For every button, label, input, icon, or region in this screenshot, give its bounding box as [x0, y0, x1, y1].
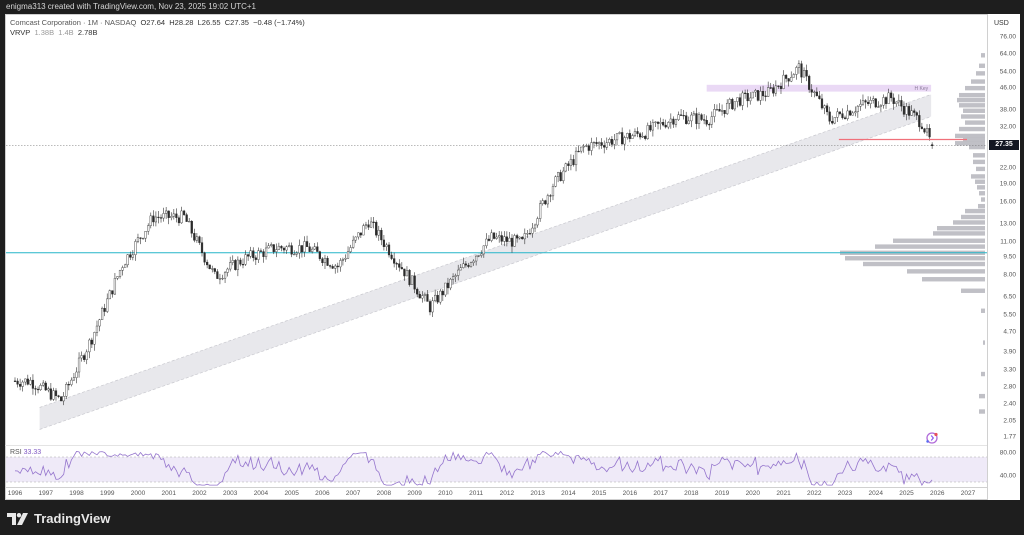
time-tick-label: 1997 [38, 490, 53, 497]
price-tick-label: 5.50 [1003, 311, 1016, 319]
time-tick-label: 2021 [776, 490, 791, 497]
open-value: O27.64 [140, 18, 166, 27]
price-axis[interactable]: USD 27.35 76.00 64.00 54.00 46.00 38.00 32.00… [987, 14, 1020, 500]
current-price-label: 27.35 [989, 140, 1019, 150]
time-tick-label: 2001 [161, 490, 176, 497]
time-tick-label: 2007 [345, 490, 361, 497]
time-tick-label: 2026 [930, 490, 945, 497]
price-tick-label: 16.00 [999, 198, 1016, 206]
time-tick-label: 2004 [253, 490, 269, 497]
time-tick-label: 2022 [807, 490, 822, 497]
price-tick-label: 3.90 [1003, 348, 1016, 356]
time-tick-label: 1996 [7, 490, 23, 497]
price-tick-label: 6.50 [1003, 293, 1016, 301]
change-value: −0.48 (−1.74%) [253, 18, 305, 27]
time-tick-label: 2000 [130, 490, 146, 497]
time-tick-label: 2006 [315, 490, 330, 497]
price-tick-label: 4.70 [1003, 328, 1016, 336]
time-tick-label: 2003 [222, 490, 238, 497]
time-axis[interactable]: 1996 1997 1998 1999 2000 2001 2002 2003 2004 2005… [5, 487, 987, 500]
vrvp-row: VRVP 1.38B 1.4B 2.78B [10, 28, 305, 38]
time-tick-label: 2027 [960, 490, 976, 497]
time-tick-label: 2010 [438, 490, 453, 497]
high-value: H28.28 [169, 18, 194, 27]
price-tick-label: 32.00 [999, 123, 1016, 131]
replay-icon[interactable] [924, 430, 940, 451]
rsi-value: 33.33 [23, 449, 42, 456]
creator-attribution: enigma313 created with TradingView.com, … [6, 2, 256, 11]
time-tick-label: 2017 [653, 490, 668, 497]
time-tick-label: 2016 [622, 490, 638, 497]
time-tick-label: 2025 [899, 490, 914, 497]
price-tick-label: 40.00 [999, 472, 1016, 480]
vrvp-up-volume: 1.38B [34, 28, 55, 37]
price-tick-label: 1.77 [1003, 433, 1016, 441]
close-value: C27.35 [224, 18, 249, 27]
tradingview-logo-icon [7, 512, 28, 525]
time-tick-label: 2005 [284, 490, 299, 497]
time-tick-label: 2024 [868, 490, 883, 497]
symbol-name[interactable]: Comcast Corporation · 1M · NASDAQ [10, 18, 137, 27]
price-tick-label: 54.00 [999, 68, 1016, 76]
currency-label[interactable]: USD [994, 20, 1009, 27]
time-tick-label: 2015 [591, 490, 607, 497]
time-tick-label: 2002 [192, 490, 207, 497]
time-tick-label: 1998 [69, 490, 84, 497]
time-tick-label: 2012 [499, 490, 515, 497]
price-tick-label: 13.00 [999, 220, 1016, 228]
time-tick-label: 2014 [561, 490, 576, 497]
rsi-legend: RSI 33.33 [10, 449, 41, 456]
time-tick-label: 1999 [99, 490, 115, 497]
time-tick-label: 2011 [469, 490, 484, 497]
chart-legend: Comcast Corporation · 1M · NASDAQ O27.64… [10, 18, 305, 38]
time-tick-label: 2008 [376, 490, 392, 497]
time-tick-label: 2020 [745, 490, 761, 497]
price-tick-label: 8.00 [1003, 271, 1016, 279]
rsi-pane-divider[interactable] [5, 445, 987, 446]
tradingview-logo[interactable]: TradingView [7, 511, 110, 526]
price-tick-label: 46.00 [999, 84, 1016, 92]
price-tick-label: 64.00 [999, 50, 1016, 58]
price-tick-label: 2.05 [1003, 417, 1016, 425]
price-tick-label: 2.80 [1003, 383, 1016, 391]
time-tick-label: 2019 [714, 490, 730, 497]
time-tick-label: 2013 [530, 490, 545, 497]
tradingview-logo-text: TradingView [34, 511, 111, 526]
price-tick-label: 3.30 [1003, 366, 1016, 374]
price-tick-label: 11.00 [1000, 238, 1016, 246]
time-tick-label: 2009 [407, 490, 422, 497]
time-tick-label: 2018 [684, 490, 699, 497]
price-tick-label: 9.50 [1003, 253, 1016, 261]
price-tick-label: 22.00 [999, 164, 1016, 172]
vrvp-total-volume: 2.78B [77, 28, 98, 37]
price-tick-label: 38.00 [999, 106, 1016, 114]
symbol-ohlc-row: Comcast Corporation · 1M · NASDAQ O27.64… [10, 18, 305, 28]
price-tick-label: 2.40 [1003, 400, 1016, 408]
vrvp-down-volume: 1.4B [58, 28, 74, 37]
price-tick-label: 80.00 [999, 449, 1016, 457]
rsi-label: RSI [10, 449, 22, 456]
time-tick-label: 2023 [837, 490, 853, 497]
price-tick-label: 19.00 [999, 180, 1016, 188]
svg-text:H Key: H Key [914, 86, 928, 92]
low-value: L26.55 [197, 18, 221, 27]
vrvp-label[interactable]: VRVP [10, 28, 31, 37]
price-tick-label: 76.00 [999, 33, 1016, 41]
